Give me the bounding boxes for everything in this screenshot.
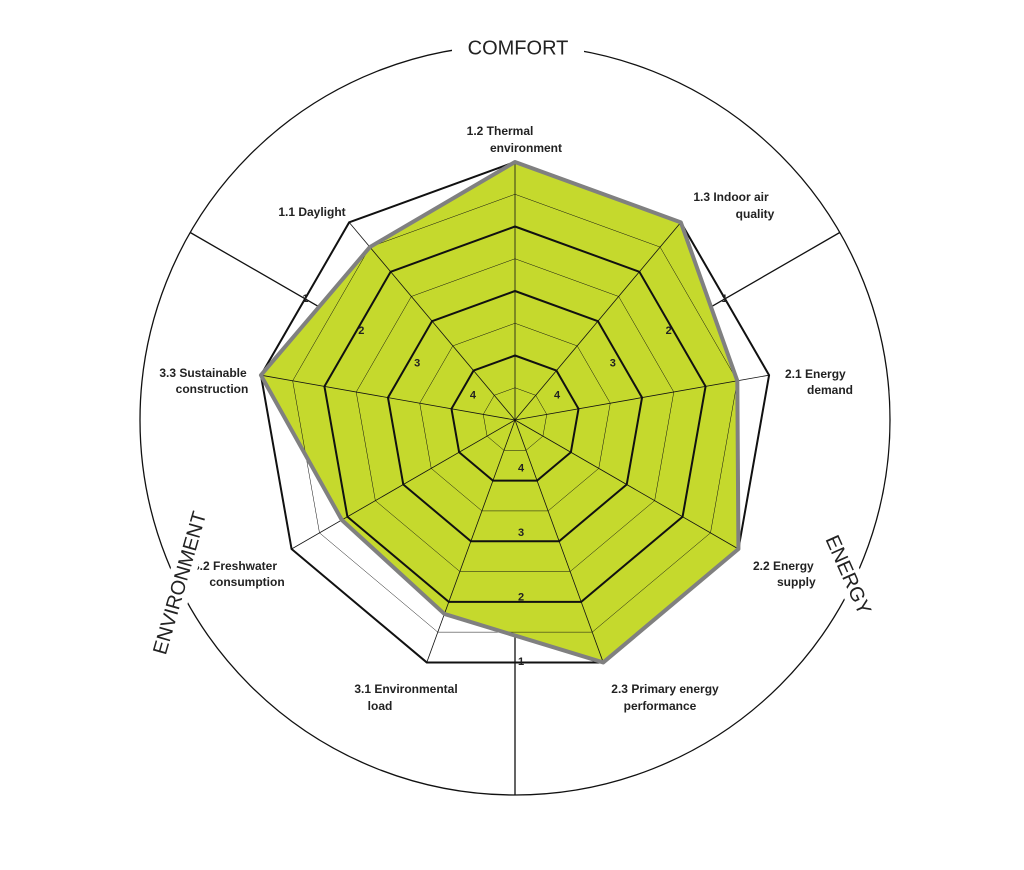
r-tick-label: 4 — [554, 390, 561, 402]
label-gap — [452, 35, 584, 61]
category-label: 2.3 Primary energy — [611, 682, 719, 696]
category-label: consumption — [209, 575, 284, 589]
data-area — [260, 162, 739, 663]
category-label: 1.2 Thermal — [467, 124, 534, 138]
minor-ring — [482, 387, 548, 451]
data-outline — [258, 160, 741, 665]
category-label: 3.3 Sustainable — [159, 366, 247, 380]
sector-label: COMFORT — [468, 37, 569, 59]
category-label: 2.1 Energy — [785, 367, 846, 381]
category-label: 1.1 Daylight — [278, 205, 345, 219]
grid-ring — [323, 225, 707, 603]
label-gap — [145, 501, 215, 665]
category-label: 1.3 Indoor air — [693, 190, 769, 204]
category-label: performance — [624, 699, 697, 713]
spoke — [514, 374, 770, 421]
category-label: supply — [777, 575, 816, 589]
sector-group: COMFORT — [452, 35, 584, 61]
r-tick-label: 1 — [722, 293, 728, 305]
grid-ring — [386, 289, 644, 543]
spoke — [348, 222, 516, 421]
r-tick-label: 2 — [666, 325, 672, 337]
r-tick-label: 2 — [358, 325, 364, 337]
minor-ring — [419, 322, 611, 512]
category-label: environment — [490, 141, 562, 155]
r-tick-label: 3 — [610, 357, 616, 369]
spoke — [514, 419, 739, 550]
spoke — [514, 419, 604, 663]
category-label: construction — [176, 382, 249, 396]
category-label: 2.2 Energy — [753, 559, 814, 573]
r-tick-label: 1 — [302, 293, 308, 305]
spoke — [260, 374, 516, 421]
category-label: quality — [736, 207, 775, 221]
r-tick-label: 4 — [470, 390, 477, 402]
label-gap — [813, 518, 883, 632]
minor-ring — [292, 193, 738, 633]
category-label: demand — [807, 383, 853, 397]
spoke — [426, 419, 516, 663]
grid-ring — [450, 354, 580, 482]
sector-label: ENVIRONMENT — [149, 509, 211, 657]
r-tick-label: 3 — [518, 527, 524, 539]
r-tick-label: 4 — [518, 462, 525, 474]
grid-ring — [259, 160, 771, 664]
category-label: 3.2 Freshwater — [193, 559, 277, 573]
spoke — [291, 419, 516, 550]
spoke — [514, 222, 682, 421]
r-tick-label: 2 — [518, 591, 524, 603]
r-tick-label: 1 — [518, 656, 524, 668]
category-label: load — [368, 699, 393, 713]
minor-ring — [355, 258, 675, 572]
category-label: 3.1 Environmental — [354, 682, 457, 696]
r-tick-label: 3 — [414, 357, 420, 369]
